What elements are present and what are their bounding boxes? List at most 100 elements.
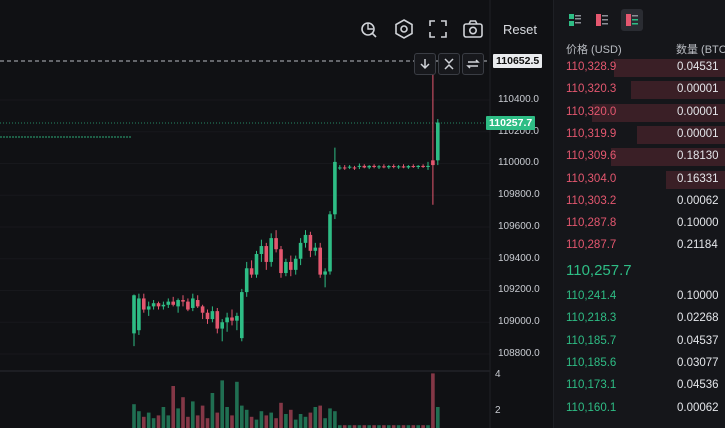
volume-bar bbox=[137, 411, 141, 428]
candle bbox=[146, 306, 151, 310]
volume-bar bbox=[352, 425, 357, 428]
ask-price: 110,303.2 bbox=[566, 194, 617, 207]
bid-row[interactable]: 110,241.4 0.10000 bbox=[554, 286, 725, 308]
volume-bar bbox=[176, 408, 180, 428]
candle bbox=[411, 166, 416, 168]
settings-icon[interactable] bbox=[391, 16, 417, 42]
ask-row[interactable]: 110,287.8 0.10000 bbox=[554, 213, 725, 235]
candle bbox=[421, 165, 425, 167]
candle bbox=[342, 167, 347, 169]
candle bbox=[240, 292, 244, 339]
book-mode-bids-icon[interactable] bbox=[621, 9, 643, 31]
candle bbox=[303, 234, 308, 243]
ask-price: 110,304.0 bbox=[566, 172, 617, 185]
volume-bar bbox=[156, 415, 161, 428]
bid-row[interactable]: 110,160.1 0.00062 bbox=[554, 398, 725, 420]
ask-row[interactable]: 110,287.7 0.21184 bbox=[554, 235, 725, 257]
ask-row[interactable]: 110,320.0 0.00001 bbox=[554, 102, 725, 124]
price-tick: 109400.0 bbox=[498, 253, 540, 264]
volume-bar bbox=[205, 418, 210, 428]
volume-bar bbox=[195, 415, 200, 428]
volume-bar bbox=[372, 425, 376, 428]
volume-bar bbox=[328, 408, 332, 428]
volume-bar bbox=[426, 425, 430, 428]
candle bbox=[171, 301, 175, 305]
candle bbox=[235, 315, 239, 321]
candle bbox=[313, 247, 318, 251]
collapse-button[interactable] bbox=[438, 53, 460, 75]
candle bbox=[249, 268, 254, 275]
ask-quantity: 0.00001 bbox=[677, 105, 719, 118]
chart-panel[interactable]: Reset 110400.0 110200.0 110000.0 109800.… bbox=[0, 0, 548, 428]
ask-price: 110,319.9 bbox=[566, 127, 617, 140]
volume-bar bbox=[421, 425, 425, 428]
ask-depth-bar bbox=[614, 59, 725, 77]
volume-bar bbox=[181, 397, 185, 428]
bid-row[interactable]: 110,185.6 0.03077 bbox=[554, 353, 725, 375]
drawing-tool-icon[interactable] bbox=[357, 16, 383, 42]
candle bbox=[191, 298, 195, 308]
volume-tick: 2 bbox=[495, 405, 501, 416]
ask-row[interactable]: 110,319.9 0.00001 bbox=[554, 124, 725, 146]
candle bbox=[210, 311, 215, 320]
ask-row[interactable]: 110,320.3 0.00001 bbox=[554, 79, 725, 101]
ask-row[interactable]: 110,309.6 0.18130 bbox=[554, 146, 725, 168]
ask-depth-bar bbox=[665, 170, 725, 189]
ask-row[interactable]: 110,304.0 0.16331 bbox=[554, 169, 725, 191]
candle bbox=[176, 300, 180, 307]
candle bbox=[230, 317, 234, 321]
volume-bar bbox=[382, 425, 386, 428]
book-mode-both-icon[interactable] bbox=[567, 12, 583, 28]
volume-bar bbox=[338, 425, 342, 428]
ask-row[interactable]: 110,328.9 0.04531 bbox=[554, 57, 725, 79]
book-mode-asks-icon[interactable] bbox=[594, 12, 610, 28]
price-chart[interactable] bbox=[0, 0, 548, 428]
volume-bar bbox=[264, 415, 269, 428]
volume-bar bbox=[269, 412, 273, 428]
volume-bar bbox=[367, 425, 371, 428]
volume-bar bbox=[436, 407, 440, 428]
candle bbox=[161, 304, 166, 307]
candle bbox=[333, 161, 337, 215]
volume-bar bbox=[161, 407, 166, 428]
bid-row[interactable]: 110,173.1 0.04536 bbox=[554, 375, 725, 397]
last-price-tag: 110257.7 bbox=[486, 116, 536, 130]
volume-bar bbox=[142, 416, 146, 428]
candle bbox=[215, 311, 220, 329]
bid-quantity: 0.02268 bbox=[677, 312, 719, 325]
volume-bar bbox=[411, 425, 416, 428]
candle bbox=[269, 238, 273, 262]
volume-bar bbox=[171, 386, 175, 428]
candle bbox=[323, 271, 327, 275]
fullscreen-icon[interactable] bbox=[425, 16, 451, 42]
candle bbox=[274, 238, 278, 250]
camera-icon[interactable] bbox=[460, 16, 486, 42]
ask-row[interactable]: 110,303.2 0.00062 bbox=[554, 191, 725, 213]
refresh-button[interactable] bbox=[462, 53, 484, 75]
volume-bar bbox=[387, 425, 391, 428]
candle bbox=[195, 300, 200, 307]
volume-bar bbox=[323, 418, 327, 428]
volume-bar bbox=[191, 401, 195, 428]
bid-row[interactable]: 110,218.3 0.02268 bbox=[554, 308, 725, 330]
reset-button[interactable]: Reset bbox=[503, 22, 537, 37]
candle bbox=[264, 246, 269, 262]
candle bbox=[401, 166, 406, 168]
candle bbox=[328, 214, 332, 272]
bid-row[interactable]: 110,185.7 0.04537 bbox=[554, 331, 725, 353]
volume-bar bbox=[298, 414, 303, 428]
scroll-down-button[interactable] bbox=[414, 53, 436, 75]
candle bbox=[151, 303, 156, 307]
volume-bar bbox=[279, 402, 283, 428]
bid-quantity: 0.04537 bbox=[677, 334, 719, 347]
volume-bar bbox=[186, 416, 190, 428]
candle bbox=[391, 166, 396, 168]
bid-price: 110,185.7 bbox=[566, 334, 617, 347]
volume-bar bbox=[396, 425, 401, 428]
ask-price: 110,287.7 bbox=[566, 239, 617, 252]
ask-quantity: 0.10000 bbox=[677, 217, 719, 230]
candle bbox=[431, 160, 435, 166]
ask-quantity: 0.21184 bbox=[677, 239, 718, 252]
ask-quantity: 0.00062 bbox=[677, 194, 719, 207]
refresh-icon bbox=[466, 59, 480, 69]
